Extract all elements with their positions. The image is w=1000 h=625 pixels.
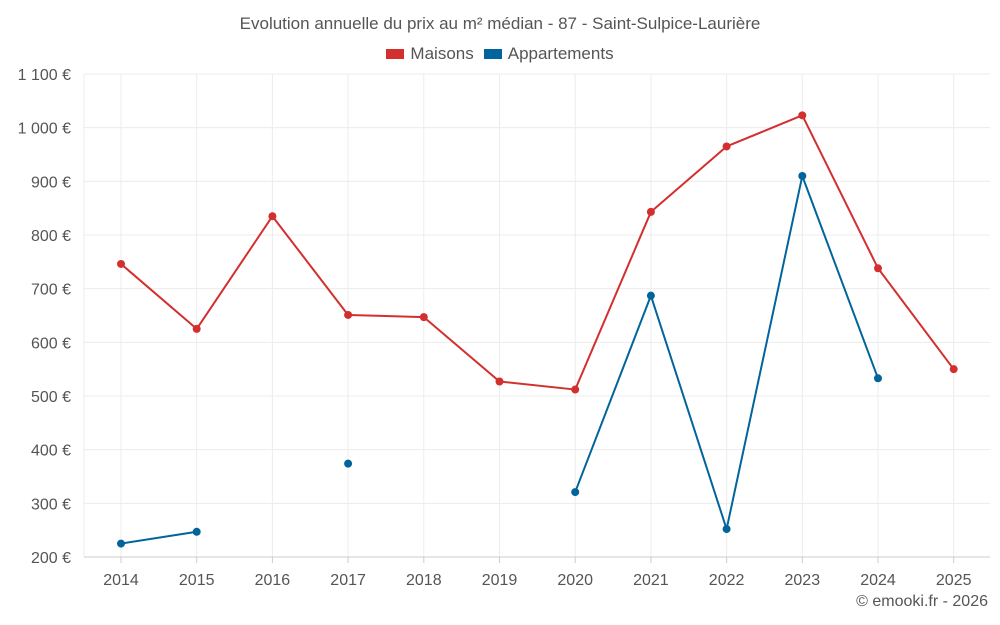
legend-label-maisons: Maisons	[410, 44, 474, 63]
series-lines	[120, 114, 955, 545]
x-tick-label: 2022	[709, 572, 745, 589]
data-point-maisons-2024[interactable]	[874, 264, 882, 273]
data-point-maisons-2025[interactable]	[949, 365, 958, 374]
data-point-appartements-2022[interactable]	[722, 525, 731, 534]
series-points	[117, 111, 958, 548]
data-point-maisons-2015[interactable]	[192, 324, 201, 333]
series-line-appartements	[120, 530, 197, 545]
data-point-maisons-2023[interactable]	[798, 111, 807, 120]
y-tick-label: 1 100 €	[18, 67, 71, 84]
x-tick-label: 2016	[255, 572, 291, 589]
data-point-maisons-2017[interactable]	[344, 310, 353, 319]
chart-title: Evolution annuelle du prix au m² médian …	[239, 14, 761, 33]
credit-text: © emooki.fr - 2026	[856, 593, 988, 610]
data-point-appartements-2024[interactable]	[874, 374, 882, 383]
data-point-appartements-2023[interactable]	[798, 171, 807, 180]
legend-swatch-maisons	[386, 49, 405, 59]
y-tick-label: 700 €	[31, 282, 71, 299]
data-point-appartements-2017[interactable]	[344, 459, 353, 468]
data-point-appartements-2015[interactable]	[192, 527, 201, 536]
series-line-maisons	[120, 114, 955, 391]
legend: Maisons Appartements	[0, 44, 1000, 64]
y-tick-label: 200 €	[31, 550, 71, 567]
legend-item-appartements[interactable]: Appartements	[483, 44, 614, 64]
y-tick-label: 800 €	[31, 228, 71, 245]
legend-item-maisons[interactable]: Maisons	[386, 44, 474, 64]
x-tick-label: 2024	[860, 572, 896, 589]
legend-label-appartements: Appartements	[507, 44, 614, 63]
data-point-appartements-2014[interactable]	[117, 539, 125, 548]
y-tick-label: 500 €	[31, 389, 71, 406]
y-tick-label: 1 000 €	[18, 121, 71, 138]
legend-swatch-appartements	[483, 49, 502, 59]
grid	[83, 73, 990, 558]
x-tick-label: 2017	[330, 572, 366, 589]
data-point-maisons-2018[interactable]	[419, 313, 428, 322]
data-point-maisons-2014[interactable]	[117, 259, 125, 268]
data-point-maisons-2016[interactable]	[268, 212, 277, 221]
x-tick-label: 2015	[179, 572, 215, 589]
axes: 200 € 300 € 400 € 500 € 600 € 700 € 800 € 900 €…	[18, 67, 990, 589]
data-point-maisons-2020[interactable]	[571, 385, 580, 394]
y-tick-label: 600 €	[31, 335, 71, 352]
x-tick-label: 2014	[103, 572, 139, 589]
data-point-appartements-2020[interactable]	[571, 488, 580, 497]
x-tick-label: 2020	[557, 572, 593, 589]
data-point-maisons-2021[interactable]	[646, 207, 655, 216]
x-tick-label: 2023	[785, 572, 821, 589]
data-point-appartements-2021[interactable]	[646, 291, 655, 300]
data-point-maisons-2019[interactable]	[495, 377, 504, 386]
x-tick-label: 2025	[936, 572, 972, 589]
y-tick-label: 300 €	[31, 496, 71, 513]
x-tick-label: 2019	[482, 572, 518, 589]
data-point-maisons-2022[interactable]	[722, 142, 731, 151]
y-tick-label: 900 €	[31, 174, 71, 191]
x-tick-label: 2021	[633, 572, 669, 589]
x-tick-label: 2018	[406, 572, 442, 589]
y-tick-label: 400 €	[31, 443, 71, 460]
